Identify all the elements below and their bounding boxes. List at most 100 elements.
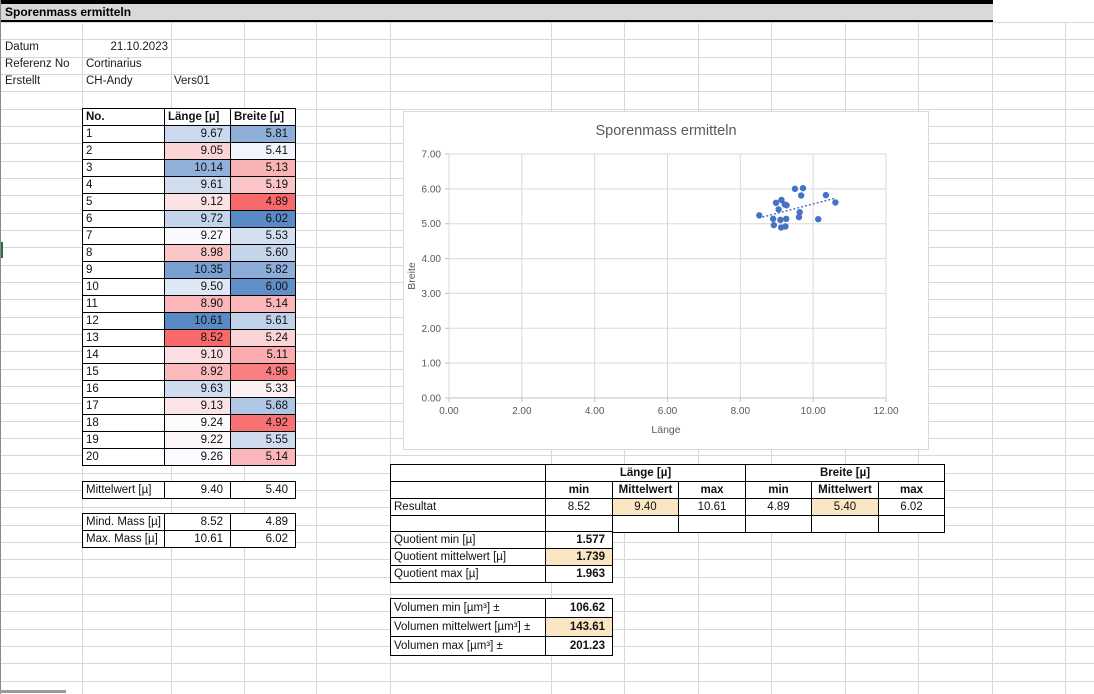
cell-no[interactable]: 20: [82, 448, 165, 466]
cell-laenge[interactable]: 9.50: [164, 278, 231, 296]
volumen-mittelwert-value[interactable]: 143.61: [545, 617, 613, 637]
cell-breite[interactable]: 5.81: [230, 125, 296, 143]
cell-no[interactable]: 4: [82, 176, 165, 194]
cell-laenge[interactable]: 9.67: [164, 125, 231, 143]
cell-laenge[interactable]: 10.35: [164, 261, 231, 279]
cell-no[interactable]: 16: [82, 380, 165, 398]
mittelwert-laenge[interactable]: 9.40: [164, 481, 231, 499]
cell-no[interactable]: 10: [82, 278, 165, 296]
sub-header-min[interactable]: min: [745, 481, 812, 499]
cell-no[interactable]: 15: [82, 363, 165, 381]
referenz-label[interactable]: Referenz No: [5, 58, 70, 70]
cell-no[interactable]: 9: [82, 261, 165, 279]
resultat-blank[interactable]: [390, 464, 546, 482]
quotient-max-label[interactable]: Quotient max [µ]: [390, 565, 546, 583]
datum-label[interactable]: Datum: [5, 41, 39, 53]
cell-laenge[interactable]: 9.12: [164, 193, 231, 211]
resultat-blank[interactable]: [811, 515, 879, 533]
cell-no[interactable]: 1: [82, 125, 165, 143]
cell-no[interactable]: 13: [82, 329, 165, 347]
cell-no[interactable]: 2: [82, 142, 165, 160]
mittelwert-label[interactable]: Mittelwert [µ]: [82, 481, 165, 499]
cell-no[interactable]: 6: [82, 210, 165, 228]
col-header-no[interactable]: No.: [82, 108, 165, 126]
cell-breite[interactable]: 4.92: [230, 414, 296, 432]
cell-laenge[interactable]: 9.24: [164, 414, 231, 432]
cell-no[interactable]: 11: [82, 295, 165, 313]
cell-breite[interactable]: 5.82: [230, 261, 296, 279]
mind-mass-breite[interactable]: 4.89: [230, 513, 297, 531]
cell-breite[interactable]: 5.13: [230, 159, 296, 177]
resultat-blank[interactable]: [390, 515, 546, 533]
cell-breite[interactable]: 5.14: [230, 295, 296, 313]
cell-laenge[interactable]: 8.90: [164, 295, 231, 313]
sub-header-max[interactable]: max: [678, 481, 746, 499]
cell-no[interactable]: 5: [82, 193, 165, 211]
sub-header-mittelwert[interactable]: Mittelwert: [811, 481, 879, 499]
resultat-blank[interactable]: [612, 515, 679, 533]
volumen-max-label[interactable]: Volumen max [µm³] ±: [390, 636, 546, 656]
cell-laenge[interactable]: 9.63: [164, 380, 231, 398]
cell-breite[interactable]: 4.89: [230, 193, 296, 211]
quotient-min-value[interactable]: 1.577: [545, 531, 613, 549]
sub-header-max[interactable]: max: [878, 481, 945, 499]
resultat-breite-min[interactable]: 4.89: [745, 498, 812, 516]
cell-breite[interactable]: 5.41: [230, 142, 296, 160]
cell-laenge[interactable]: 10.14: [164, 159, 231, 177]
datum-value[interactable]: 21.10.2023: [110, 41, 168, 53]
cell-laenge[interactable]: 9.10: [164, 346, 231, 364]
quotient-mittelwert-label[interactable]: Quotient mittelwert [µ]: [390, 548, 546, 566]
cell-no[interactable]: 8: [82, 244, 165, 262]
cell-breite[interactable]: 5.14: [230, 448, 296, 466]
resultat-blank[interactable]: [878, 515, 945, 533]
resultat-label[interactable]: Resultat: [390, 498, 546, 516]
resultat-laenge-max[interactable]: 10.61: [678, 498, 746, 516]
cell-breite[interactable]: 5.11: [230, 346, 296, 364]
cell-no[interactable]: 19: [82, 431, 165, 449]
erstellt-value[interactable]: CH-Andy: [86, 75, 133, 87]
resultat-blank[interactable]: [545, 515, 613, 533]
mittelwert-breite[interactable]: 5.40: [230, 481, 296, 499]
volumen-min-value[interactable]: 106.62: [545, 598, 613, 618]
cell-breite[interactable]: 5.61: [230, 312, 296, 330]
cell-laenge[interactable]: 8.92: [164, 363, 231, 381]
resultat-breite-mittelwert[interactable]: 5.40: [811, 498, 879, 516]
volumen-max-value[interactable]: 201.23: [545, 636, 613, 656]
cell-no[interactable]: 3: [82, 159, 165, 177]
max-mass-breite[interactable]: 6.02: [230, 530, 297, 548]
cell-breite[interactable]: 5.60: [230, 244, 296, 262]
resultat-laenge-min[interactable]: 8.52: [545, 498, 613, 516]
col-header-laenge[interactable]: Länge [µ]: [164, 108, 231, 126]
mind-mass-label[interactable]: Mind. Mass [µ]: [81, 513, 166, 531]
cell-breite[interactable]: 4.96: [230, 363, 296, 381]
cell-no[interactable]: 12: [82, 312, 165, 330]
resultat-group-laenge[interactable]: Länge [µ]: [545, 464, 746, 482]
quotient-min-label[interactable]: Quotient min [µ]: [390, 531, 546, 549]
resultat-blank[interactable]: [390, 481, 546, 499]
cell-laenge[interactable]: 9.22: [164, 431, 231, 449]
cell-laenge[interactable]: 9.61: [164, 176, 231, 194]
referenz-value[interactable]: Cortinarius: [86, 58, 142, 70]
erstellt-label[interactable]: Erstellt: [5, 75, 41, 87]
mind-mass-laenge[interactable]: 8.52: [164, 513, 232, 531]
cell-laenge[interactable]: 8.98: [164, 244, 231, 262]
cell-laenge[interactable]: 9.27: [164, 227, 231, 245]
sub-header-min[interactable]: min: [545, 481, 613, 499]
cell-breite[interactable]: 6.02: [230, 210, 296, 228]
cell-laenge[interactable]: 9.05: [164, 142, 231, 160]
resultat-group-breite[interactable]: Breite [µ]: [745, 464, 945, 482]
resultat-blank[interactable]: [745, 515, 812, 533]
cell-breite[interactable]: 5.19: [230, 176, 296, 194]
cell-laenge[interactable]: 9.13: [164, 397, 231, 415]
resultat-blank[interactable]: [678, 515, 746, 533]
col-header-breite[interactable]: Breite [µ]: [230, 108, 296, 126]
sheet-title-cell[interactable]: Sporenmass ermitteln: [0, 0, 993, 22]
sub-header-mittelwert[interactable]: Mittelwert: [612, 481, 679, 499]
quotient-max-value[interactable]: 1.963: [545, 565, 613, 583]
cell-breite[interactable]: 5.68: [230, 397, 296, 415]
quotient-mittelwert-value[interactable]: 1.739: [545, 548, 613, 566]
cell-no[interactable]: 7: [82, 227, 165, 245]
cell-breite[interactable]: 6.00: [230, 278, 296, 296]
cell-laenge[interactable]: 8.52: [164, 329, 231, 347]
resultat-laenge-mittelwert[interactable]: 9.40: [612, 498, 679, 516]
